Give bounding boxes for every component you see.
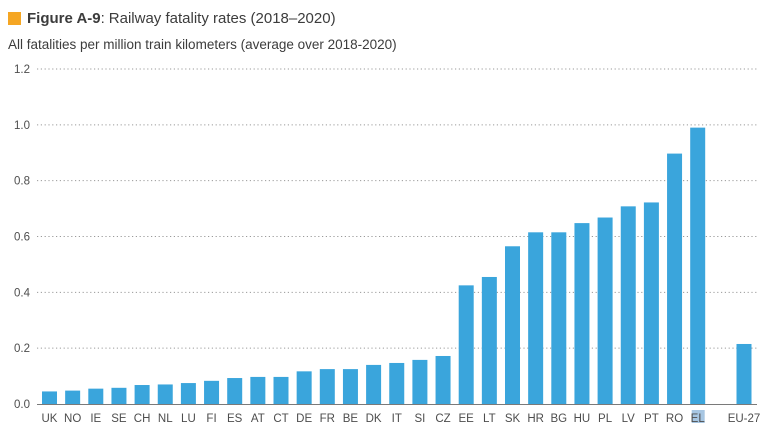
x-tick-highlight (691, 410, 705, 423)
bar-ch (134, 385, 150, 404)
bar-ee (458, 285, 474, 404)
bar-fi (204, 380, 220, 404)
bar-pt (643, 202, 659, 404)
x-tick-label: DE (296, 413, 312, 425)
bar-sk (505, 246, 520, 404)
x-tick-label: CZ (435, 413, 450, 425)
x-tick-label: BE (343, 413, 359, 425)
bar-uk (42, 391, 57, 404)
y-tick-label: 1.2 (14, 64, 30, 76)
bar-dk (366, 364, 382, 404)
bar-hr (528, 232, 544, 404)
y-tick-label: 0.6 (14, 232, 30, 244)
x-tick-label: FI (206, 413, 216, 425)
bar-ct (273, 376, 289, 404)
bar-el (690, 127, 706, 404)
bar-it (389, 362, 405, 404)
x-tick-label: EL (691, 413, 706, 425)
bar-se (111, 387, 127, 404)
x-tick-label: HR (527, 413, 544, 425)
bar-hu (574, 223, 590, 404)
bar-de (296, 371, 312, 404)
x-tick-label: HU (574, 413, 591, 425)
figure-title: Railway fatality rates (2018–2020) (108, 9, 336, 27)
bar-si (412, 359, 428, 404)
y-tick-label: 0.8 (14, 176, 30, 188)
bar-cz (435, 355, 451, 404)
x-tick-label: RO (666, 413, 683, 425)
bar-lu (180, 383, 196, 404)
x-tick-label: CT (273, 413, 288, 425)
x-tick-label: IT (392, 413, 402, 425)
x-tick-label: UK (42, 413, 58, 425)
x-tick-label: LU (181, 413, 196, 425)
x-tick-label: LT (483, 413, 496, 425)
bar-nl (157, 384, 173, 404)
x-tick-label: AT (251, 413, 265, 425)
x-tick-label: NO (64, 413, 81, 425)
figure-label: Figure A-9 (27, 9, 101, 27)
bar-ie (88, 388, 104, 404)
x-tick-label: PT (644, 413, 659, 425)
bar-eu-27 (736, 343, 752, 404)
x-tick-label: NL (158, 413, 173, 425)
figure-header: Figure A-9 : Railway fatality rates (201… (8, 8, 336, 28)
y-tick-label: 0.2 (14, 343, 30, 355)
figure-subtitle: All fatalities per million train kilomet… (8, 37, 397, 52)
bar-bg (551, 232, 567, 404)
bar-pl (597, 217, 613, 404)
figure-label-separator: : (100, 9, 105, 27)
bar-no (65, 390, 81, 404)
bar-be (342, 369, 358, 404)
bar-lt (481, 276, 497, 404)
y-tick-label: 0.0 (14, 399, 30, 411)
x-tick-label: IE (90, 413, 101, 425)
x-tick-label: EE (459, 413, 475, 425)
x-tick-label: BG (550, 413, 567, 425)
x-tick-label: CH (134, 413, 151, 425)
y-tick-label: 0.4 (14, 287, 31, 299)
bar-fr (319, 369, 335, 404)
figure-marker-square (8, 11, 21, 25)
x-tick-label: FR (320, 413, 335, 425)
x-tick-label: LV (622, 413, 636, 425)
x-tick-label: EU-27 (728, 413, 761, 425)
bar-ro (667, 153, 683, 404)
x-tick-label: SE (111, 413, 127, 425)
x-tick-label: SI (414, 413, 425, 425)
bar-es (227, 378, 243, 404)
bar-at (250, 376, 266, 404)
x-tick-label: PL (598, 413, 613, 425)
x-tick-label: ES (227, 413, 243, 425)
x-tick-label: DK (366, 413, 382, 425)
bar-lv (620, 206, 636, 404)
y-tick-label: 1.0 (14, 120, 30, 132)
x-tick-label: SK (505, 413, 521, 425)
